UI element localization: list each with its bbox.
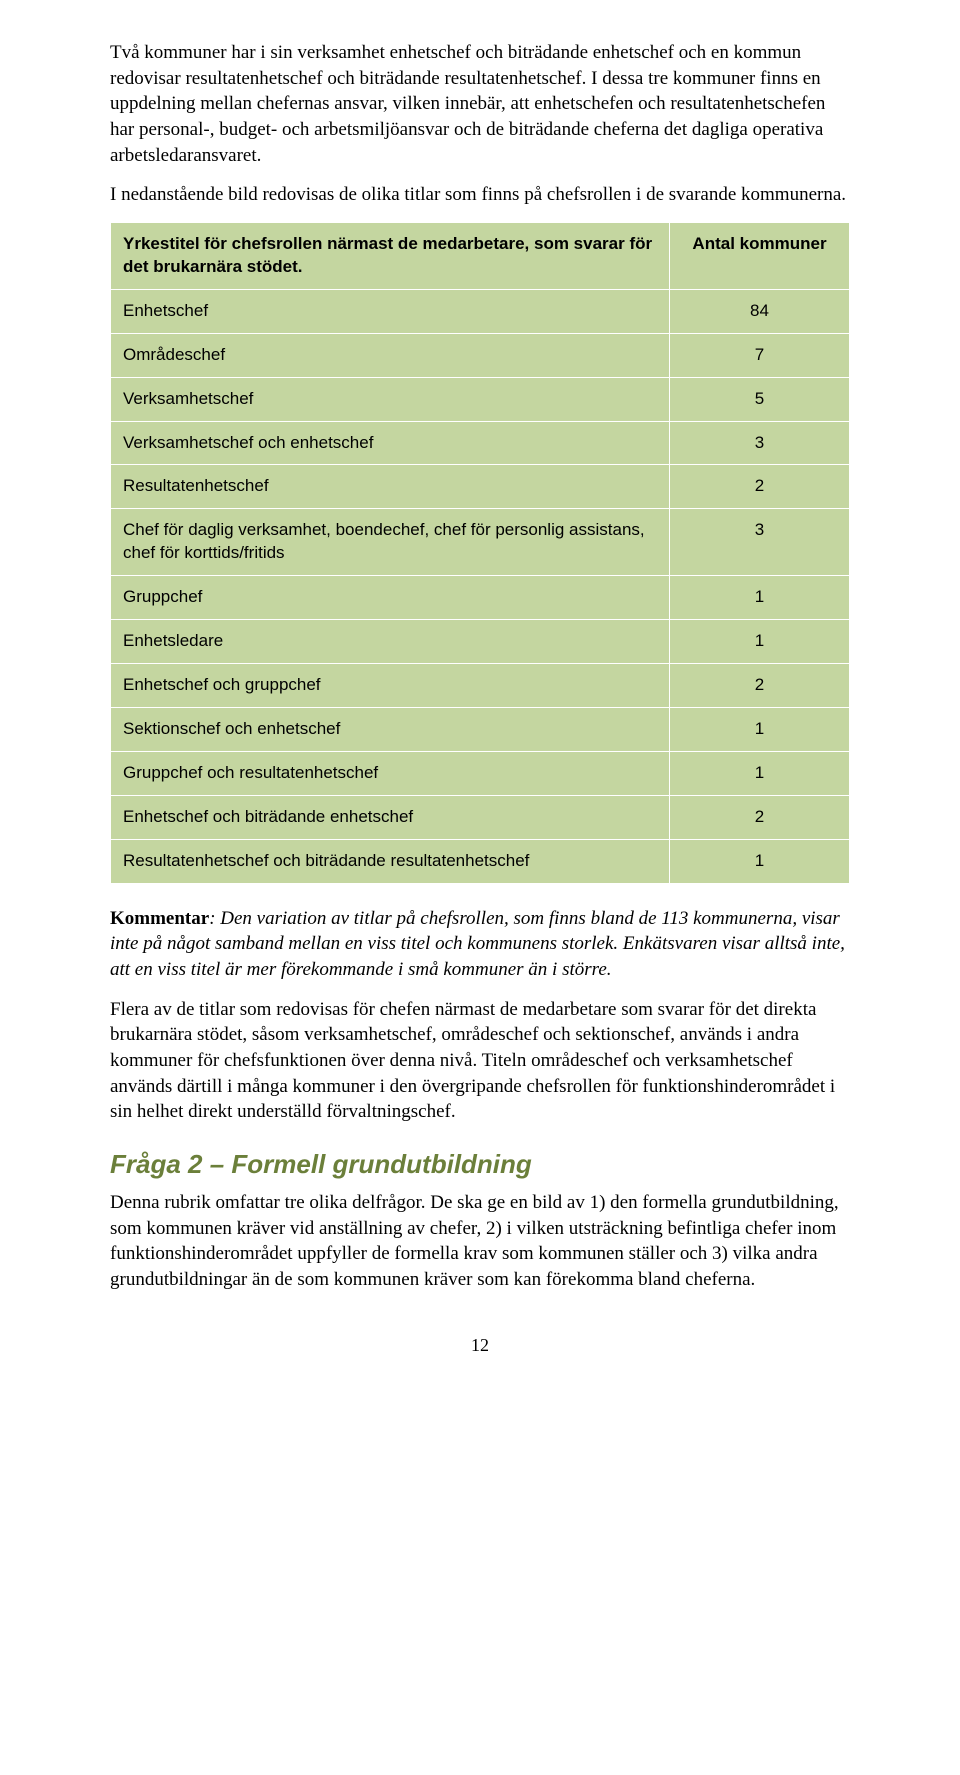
table-cell-value: 1	[670, 839, 850, 883]
table-row: Enhetschef och gruppchef2	[111, 664, 850, 708]
body-paragraph-5: Denna rubrik omfattar tre olika delfrågo…	[110, 1190, 850, 1293]
table-row: Resultatenhetschef och biträdande result…	[111, 839, 850, 883]
table-row: Områdeschef7	[111, 333, 850, 377]
table-cell-value: 2	[670, 795, 850, 839]
section-heading: Fråga 2 – Formell grundutbildning	[110, 1147, 850, 1182]
table-cell-label: Verksamhetschef	[111, 377, 670, 421]
table-cell-value: 84	[670, 289, 850, 333]
table-cell-label: Gruppchef och resultatenhetschef	[111, 752, 670, 796]
table-row: Chef för daglig verksamhet, boendechef, …	[111, 509, 850, 576]
table-header-col2: Antal kommuner	[670, 222, 850, 289]
titles-table: Yrkestitel för chefsrollen närmast de me…	[110, 222, 850, 884]
commentary-tail: : Den variation av titlar på chefsrollen…	[110, 908, 845, 980]
table-cell-label: Sektionschef och enhetschef	[111, 708, 670, 752]
table-cell-value: 2	[670, 465, 850, 509]
body-paragraph-1: Två kommuner har i sin verksamhet enhets…	[110, 40, 850, 168]
table-cell-value: 1	[670, 752, 850, 796]
table-cell-label: Gruppchef	[111, 576, 670, 620]
table-cell-label: Enhetschef och biträdande enhetschef	[111, 795, 670, 839]
table-cell-value: 2	[670, 664, 850, 708]
table-row: Gruppchef och resultatenhetschef1	[111, 752, 850, 796]
table-cell-value: 1	[670, 576, 850, 620]
table-cell-value: 5	[670, 377, 850, 421]
table-header-col1: Yrkestitel för chefsrollen närmast de me…	[111, 222, 670, 289]
table-row: Resultatenhetschef2	[111, 465, 850, 509]
table-cell-value: 3	[670, 509, 850, 576]
table-cell-label: Verksamhetschef och enhetschef	[111, 421, 670, 465]
body-paragraph-2: I nedanstående bild redovisas de olika t…	[110, 182, 850, 208]
table-cell-label: Resultatenhetschef och biträdande result…	[111, 839, 670, 883]
table-cell-label: Enhetschef och gruppchef	[111, 664, 670, 708]
table-cell-value: 1	[670, 708, 850, 752]
table-row: Verksamhetschef5	[111, 377, 850, 421]
table-cell-label: Enhetschef	[111, 289, 670, 333]
commentary-label: Kommentar	[110, 908, 209, 929]
table-row: Sektionschef och enhetschef1	[111, 708, 850, 752]
body-paragraph-4: Flera av de titlar som redovisas för che…	[110, 997, 850, 1125]
table-row: Gruppchef1	[111, 576, 850, 620]
page-number: 12	[110, 1333, 850, 1357]
table-cell-value: 3	[670, 421, 850, 465]
table-row: Enhetsledare1	[111, 620, 850, 664]
table-row: Verksamhetschef och enhetschef3	[111, 421, 850, 465]
commentary-paragraph: Kommentar: Den variation av titlar på ch…	[110, 906, 850, 983]
table-cell-label: Chef för daglig verksamhet, boendechef, …	[111, 509, 670, 576]
table-row: Enhetschef84	[111, 289, 850, 333]
table-cell-label: Enhetsledare	[111, 620, 670, 664]
table-row: Enhetschef och biträdande enhetschef2	[111, 795, 850, 839]
table-body: Enhetschef84Områdeschef7Verksamhetschef5…	[111, 289, 850, 883]
table-cell-label: Resultatenhetschef	[111, 465, 670, 509]
table-cell-label: Områdeschef	[111, 333, 670, 377]
table-cell-value: 1	[670, 620, 850, 664]
table-cell-value: 7	[670, 333, 850, 377]
